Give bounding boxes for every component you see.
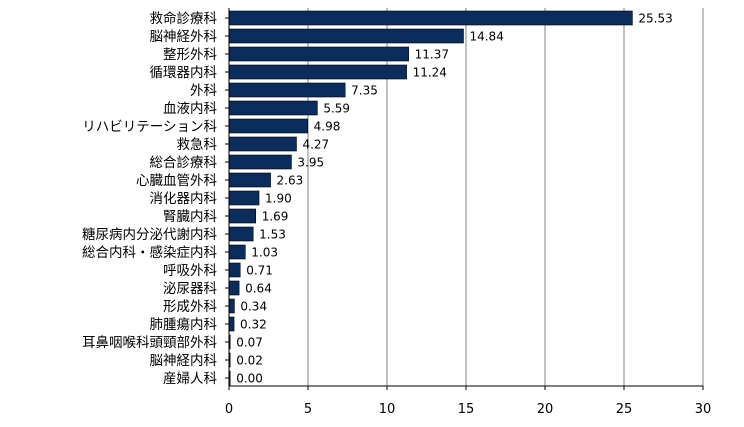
value-label: 0.00 xyxy=(236,372,263,386)
bar xyxy=(228,46,409,62)
bar xyxy=(228,100,318,116)
category-label: 脳神経外科 xyxy=(150,29,218,45)
category-label: リハビリテーション科 xyxy=(82,119,217,135)
axis-layer xyxy=(225,8,704,390)
value-label: 11.37 xyxy=(415,48,449,62)
x-tick-label: 0 xyxy=(225,402,233,417)
value-label: 4.98 xyxy=(314,120,341,134)
value-label: 0.02 xyxy=(236,354,263,368)
value-label: 11.24 xyxy=(413,66,447,80)
value-label: 14.84 xyxy=(469,30,503,44)
bar xyxy=(228,262,241,278)
category-label: 耳鼻咽喉科頭頸部外科 xyxy=(82,334,217,351)
x-tick-label: 10 xyxy=(379,402,396,417)
value-label: 1.90 xyxy=(265,192,292,206)
value-label: 1.53 xyxy=(259,228,286,242)
bar xyxy=(228,154,292,170)
x-tick-label: 15 xyxy=(458,402,475,417)
bar xyxy=(228,226,254,242)
bar xyxy=(228,244,246,260)
category-label: 外科 xyxy=(190,83,217,99)
category-label: 産婦人科 xyxy=(163,370,217,387)
bar xyxy=(228,64,407,80)
category-label: 泌尿器科 xyxy=(163,281,217,297)
category-label: 肺腫瘍内科 xyxy=(150,316,218,333)
value-label: 0.64 xyxy=(245,282,272,296)
category-label: 消化器内科 xyxy=(150,191,218,207)
category-label: 腎臓内科 xyxy=(163,209,217,225)
bar xyxy=(228,208,257,224)
value-label: 0.32 xyxy=(240,318,267,332)
category-label: 総合診療科 xyxy=(150,154,218,171)
category-label: 糖尿病内分泌代謝内科 xyxy=(82,227,217,243)
category-label: 総合内科・感染症内科 xyxy=(82,244,217,261)
bar xyxy=(228,10,633,26)
bar xyxy=(228,172,271,188)
value-label: 0.07 xyxy=(236,336,263,350)
x-tick-label: 25 xyxy=(616,402,633,417)
category-label: 脳神経内科 xyxy=(150,353,218,369)
category-label: 心臓血管外科 xyxy=(136,173,217,189)
x-tick-label: 5 xyxy=(304,402,312,417)
category-label: 整形外科 xyxy=(163,47,217,63)
value-label: 25.53 xyxy=(638,12,672,26)
bar xyxy=(228,28,464,44)
value-label: 1.69 xyxy=(262,210,289,224)
category-label: 形成外科 xyxy=(163,299,217,315)
category-label: 循環器内科 xyxy=(150,65,218,81)
bar xyxy=(228,118,308,134)
x-tick-label: 30 xyxy=(695,402,712,417)
label-layer: 0 5 10 15 20 25 30 救命診療科 25.53 脳神経外科 14.84 整形外科 11.3… xyxy=(82,10,711,417)
value-label: 0.71 xyxy=(246,264,273,278)
value-label: 1.03 xyxy=(251,246,278,260)
category-label: 救急科 xyxy=(177,137,218,153)
bar xyxy=(228,82,346,98)
bar xyxy=(228,298,235,314)
bar xyxy=(228,280,240,296)
value-label: 5.59 xyxy=(323,102,350,116)
bar xyxy=(228,316,235,332)
grid-layer xyxy=(307,8,704,386)
value-label: 7.35 xyxy=(351,84,378,98)
category-label: 血液内科 xyxy=(163,101,217,117)
value-label: 3.95 xyxy=(297,156,324,170)
x-tick-label: 20 xyxy=(537,402,554,417)
category-label: 救命診療科 xyxy=(150,10,218,27)
bar xyxy=(228,190,260,206)
bar xyxy=(228,136,297,152)
value-label: 4.27 xyxy=(302,138,329,152)
category-label: 呼吸外科 xyxy=(163,263,217,279)
value-label: 0.34 xyxy=(240,300,267,314)
value-label: 2.63 xyxy=(277,174,304,188)
